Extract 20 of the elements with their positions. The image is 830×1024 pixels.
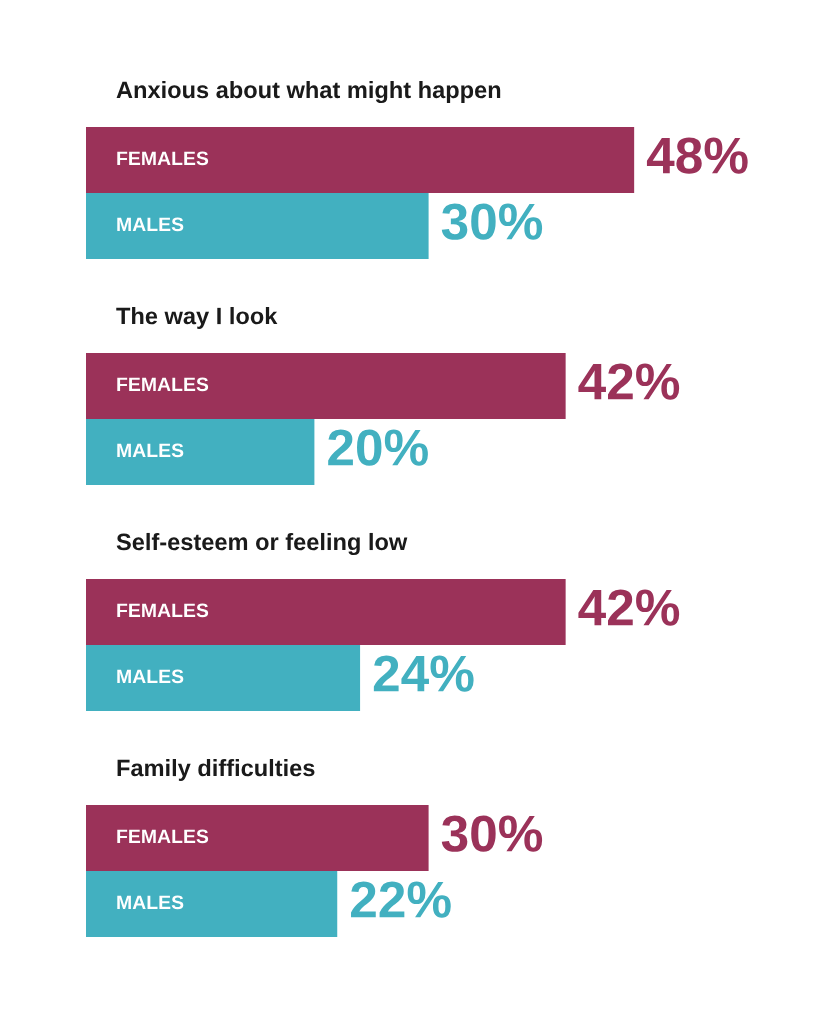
text: MALES (117, 443, 184, 458)
data-label: 30% (441, 815, 543, 852)
data-label: 20% (328, 429, 428, 466)
text: FEMALES (117, 829, 209, 844)
data-label: 48% (646, 137, 748, 174)
y-tick-label: Anxious about what might happen (116, 80, 501, 104)
data-label: 22% (351, 881, 451, 918)
data-label: 42% (578, 589, 680, 626)
series-label: FEMALES (117, 151, 209, 166)
y-tick-label: Self-esteem or feeling low (116, 532, 408, 556)
text: FEMALES (117, 377, 209, 392)
y-tick-label: Family difficulties (117, 758, 315, 782)
text: MALES (117, 895, 184, 910)
series-label: MALES (117, 217, 184, 232)
data-label: 42% (578, 363, 680, 400)
y-tick-label: The way I look (116, 306, 278, 329)
text: FEMALES (117, 603, 209, 618)
text: MALES (117, 669, 184, 684)
data-label: 30% (441, 203, 543, 240)
data-label: 24% (373, 655, 474, 692)
